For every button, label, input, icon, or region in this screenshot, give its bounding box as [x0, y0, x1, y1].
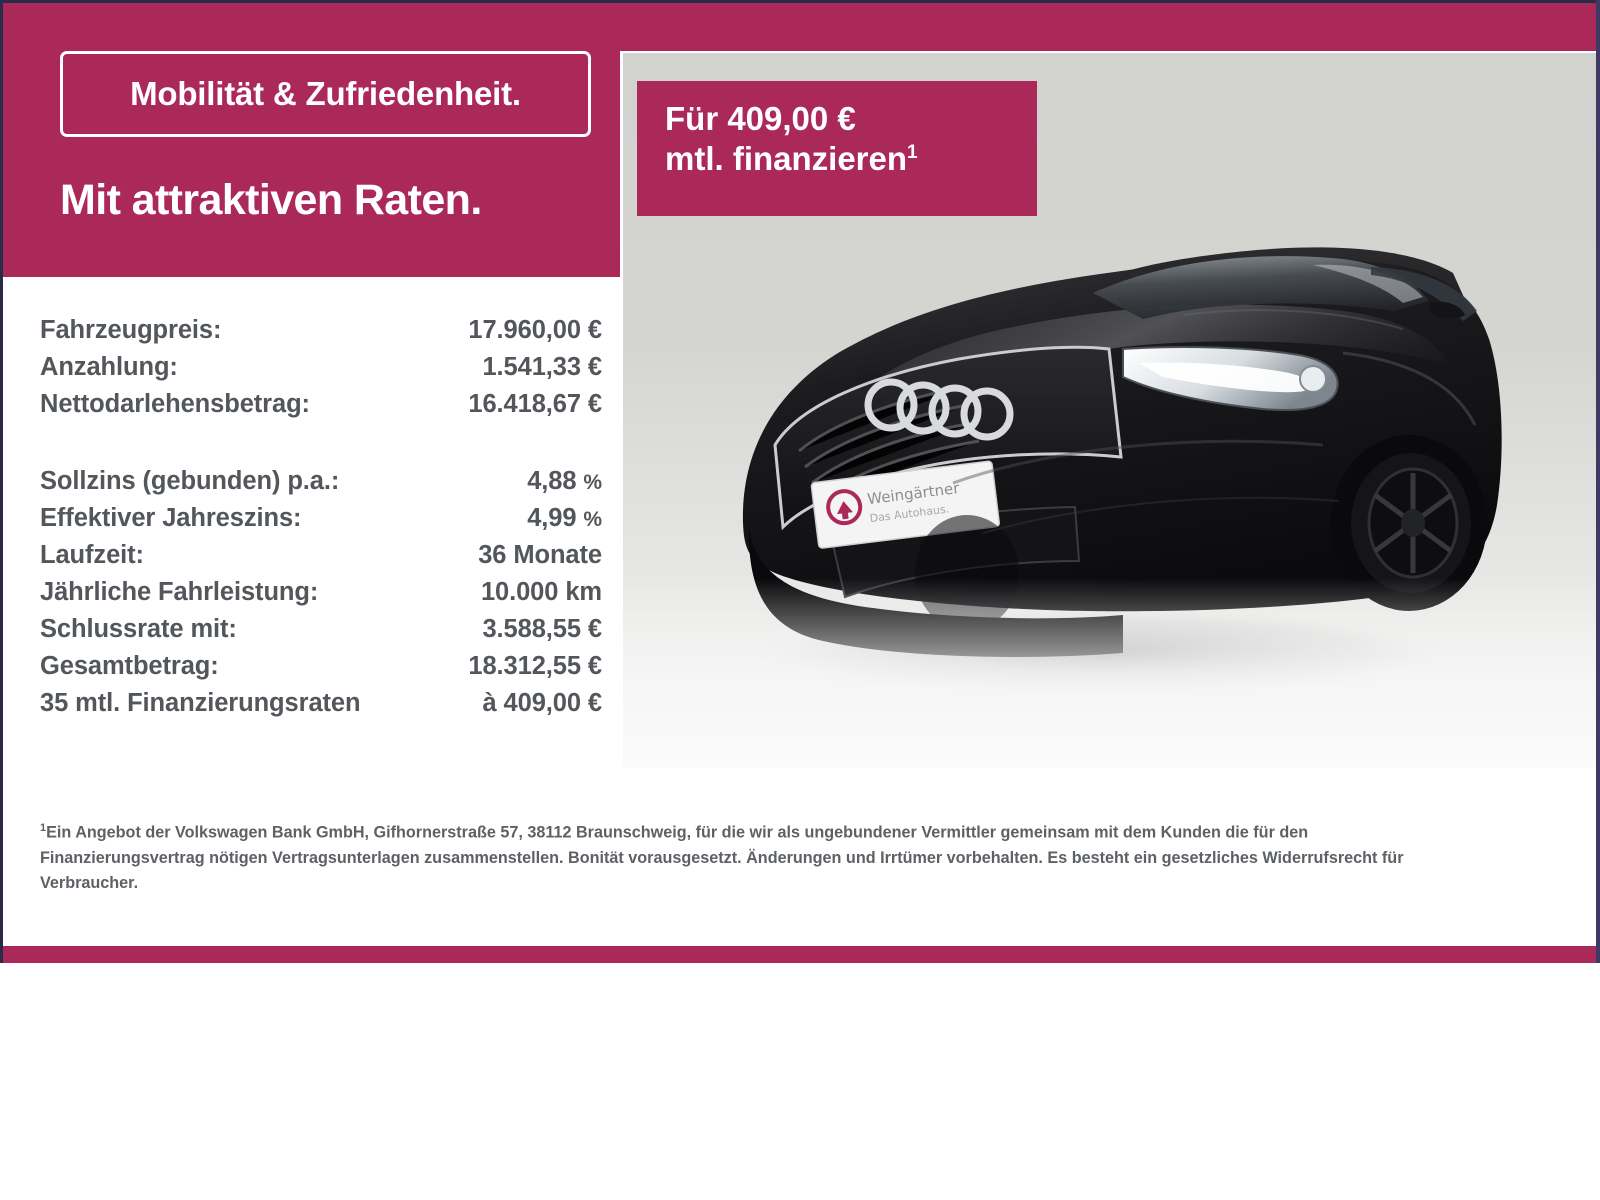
row-value: 18.312,55 €: [468, 652, 602, 680]
row-value: 4,99 %: [527, 504, 602, 532]
photo-floor-gradient: [623, 578, 1596, 768]
table-group-spacer: [40, 429, 602, 469]
row-label: Laufzeit:: [40, 541, 144, 569]
row-value: 4,88 %: [527, 467, 602, 495]
row-label: 35 mtl. Finanzierungsraten: [40, 689, 361, 717]
row-value: 3.588,55 €: [482, 615, 602, 643]
row-label: Effektiver Jahreszins:: [40, 504, 302, 532]
row-value: 10.000 km: [480, 578, 602, 606]
table-row: Effektiver Jahreszins: 4,99 %: [40, 504, 602, 532]
row-label: Anzahlung:: [40, 353, 178, 381]
table-row: Fahrzeugpreis: 17.960,00 €: [40, 316, 602, 344]
table-row: Nettodarlehensbetrag: 16.418,67 €: [40, 390, 602, 418]
header-left-panel: [3, 3, 620, 277]
finance-table: Fahrzeugpreis: 17.960,00 € Anzahlung: 1.…: [40, 316, 602, 728]
row-value: 1.541,33 €: [482, 353, 602, 381]
finance-group-price: Fahrzeugpreis: 17.960,00 € Anzahlung: 1.…: [40, 316, 602, 418]
price-callout-line1: Für 409,00 €: [665, 100, 856, 137]
price-footnote-marker: 1: [907, 142, 918, 164]
vehicle-photo: Weingärtner Das Autohaus.: [623, 53, 1596, 768]
price-callout: Für 409,00 € mtl. finanzieren1: [637, 81, 1037, 216]
row-label: Jährliche Fahrleistung:: [40, 578, 319, 606]
table-row: Sollzins (gebunden) p.a.: 4,88 %: [40, 467, 602, 495]
row-value: 17.960,00 €: [468, 316, 602, 344]
frame-left-edge: [0, 0, 3, 1200]
row-label: Schlussrate mit:: [40, 615, 237, 643]
row-value: à 409,00 €: [482, 689, 602, 717]
footer-divider: [3, 946, 1596, 963]
table-row: Laufzeit: 36 Monate: [40, 541, 602, 569]
legal-footnote-text: Ein Angebot der Volkswagen Bank GmbH, Gi…: [40, 823, 1404, 892]
table-row: Jährliche Fahrleistung: 10.000 km: [40, 578, 602, 606]
front-wheel: [1331, 435, 1487, 611]
frame-right-edge: [1596, 0, 1600, 1200]
table-row: Gesamtbetrag: 18.312,55 €: [40, 652, 602, 680]
row-label: Nettodarlehensbetrag:: [40, 390, 310, 418]
page-title: Mit attraktiven Raten.: [60, 176, 482, 224]
legal-footnote-marker: 1: [40, 822, 47, 834]
row-label: Fahrzeugpreis:: [40, 316, 222, 344]
table-row: Schlussrate mit: 3.588,55 €: [40, 615, 602, 643]
vehicle-illustration: Weingärtner Das Autohaus.: [723, 247, 1502, 701]
row-label: Sollzins (gebunden) p.a.:: [40, 467, 340, 495]
table-row: 35 mtl. Finanzierungsraten à 409,00 €: [40, 689, 602, 717]
headline-badge-text: Mobilität & Zufriedenheit.: [130, 75, 521, 112]
row-value: 36 Monate: [478, 541, 602, 569]
row-value: 16.418,67 €: [468, 390, 602, 418]
table-row: Anzahlung: 1.541,33 €: [40, 353, 602, 381]
price-callout-line2: mtl. finanzieren1: [665, 140, 918, 178]
finance-group-terms: Sollzins (gebunden) p.a.: 4,88 % Effekti…: [40, 467, 602, 717]
row-label: Gesamtbetrag:: [40, 652, 219, 680]
legal-footnote: 1Ein Angebot der Volkswagen Bank GmbH, G…: [40, 820, 1452, 896]
headline-badge: Mobilität & Zufriedenheit.: [60, 51, 591, 137]
footer: Weingärtner Das Autohaus. SKODA Service: [0, 963, 1600, 1200]
frame-top-edge: [0, 0, 1600, 3]
